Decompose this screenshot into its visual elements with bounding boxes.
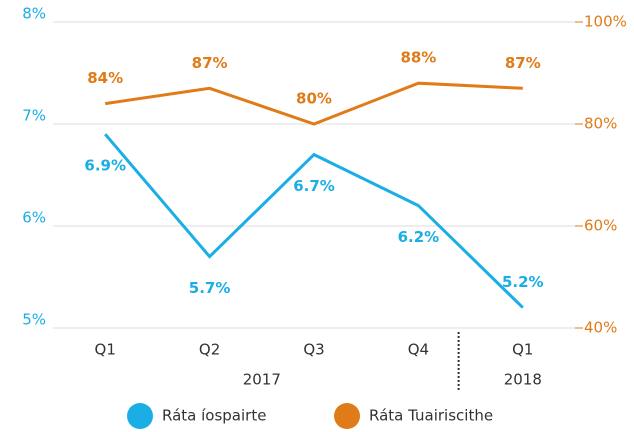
- x-group-label: 2018: [504, 371, 542, 389]
- data-label: 84%: [87, 69, 123, 87]
- data-label: 88%: [400, 49, 436, 67]
- y2-tick-label: 80%: [584, 115, 617, 133]
- series-line: [104, 133, 524, 309]
- data-label: 5.2%: [502, 273, 544, 291]
- x-group-label: 2017: [243, 371, 281, 389]
- data-label: 6.2%: [398, 228, 440, 246]
- y2-tick-label: 100%: [584, 13, 627, 31]
- x-tick-label: Q1: [512, 341, 533, 359]
- y-tick-label: 6%: [22, 209, 46, 227]
- x-tick-label: Q3: [303, 341, 324, 359]
- legend-label: Ráta íospairte: [162, 407, 266, 425]
- data-label: 6.7%: [293, 177, 335, 195]
- data-label: 80%: [296, 90, 332, 108]
- data-label: 87%: [192, 54, 228, 72]
- y-tick-label: 7%: [22, 107, 46, 125]
- legend-swatch: [334, 403, 360, 429]
- y-tick-label: 5%: [22, 311, 46, 329]
- x-tick-label: Q4: [408, 341, 429, 359]
- legend-swatch: [127, 403, 153, 429]
- x-tick-label: Q2: [199, 341, 220, 359]
- legend-label: Ráta Tuairiscithe: [369, 407, 493, 425]
- y2-tick-label: 60%: [584, 217, 617, 235]
- series-line: [104, 81, 523, 126]
- y-tick-label: 8%: [22, 5, 46, 23]
- data-label: 87%: [505, 54, 541, 72]
- data-label: 6.9%: [84, 157, 126, 175]
- y2-tick-label: 40%: [584, 319, 617, 337]
- data-label: 5.7%: [189, 279, 231, 297]
- x-tick-label: Q1: [95, 341, 116, 359]
